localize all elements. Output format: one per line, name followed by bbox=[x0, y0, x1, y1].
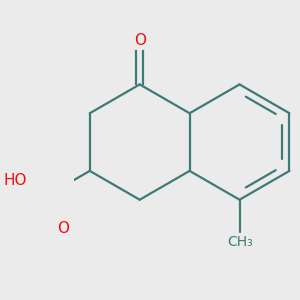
Text: O: O bbox=[57, 221, 69, 236]
Text: CH₃: CH₃ bbox=[227, 235, 253, 249]
Text: O: O bbox=[134, 32, 146, 47]
Text: HO: HO bbox=[4, 173, 27, 188]
